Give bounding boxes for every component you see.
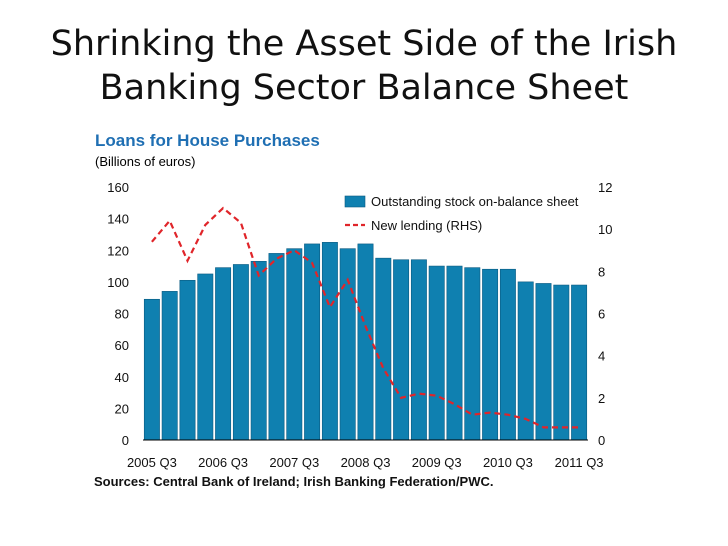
y-tick-label: 20	[115, 401, 129, 416]
bar	[482, 268, 499, 441]
y-tick-label: 40	[115, 370, 129, 385]
x-tick-label: 2007 Q3	[269, 455, 319, 470]
x-tick-label: 2010 Q3	[483, 455, 533, 470]
x-tick-label: 2006 Q3	[198, 455, 248, 470]
x-tick-label: 2005 Q3	[127, 455, 177, 470]
bar	[250, 261, 267, 441]
bar	[428, 265, 445, 441]
line-series-new-lending	[151, 206, 580, 429]
slide-title: Shrinking the Asset Side of the Irish Ba…	[20, 22, 708, 110]
bar	[517, 281, 534, 441]
chart-title: Loans for House Purchases	[95, 131, 320, 150]
y-tick-label: 100	[107, 275, 129, 290]
bar	[446, 265, 463, 441]
bar	[321, 242, 338, 441]
plot-area: 0 20 40 60 80 100 120 140 160 0 2 4 6 8 10 12 2005 Q3 200…	[107, 180, 612, 470]
bar	[357, 243, 374, 441]
bar	[268, 253, 285, 441]
x-tick-label: 2009 Q3	[412, 455, 462, 470]
bar	[339, 248, 356, 441]
y-tick-label: 0	[122, 433, 129, 448]
y2-tick-label: 12	[598, 180, 612, 195]
y2-tick-label: 6	[598, 307, 605, 322]
source-note: Sources: Central Bank of Ireland; Irish …	[94, 474, 494, 489]
slide-title-line2: Banking Sector Balance Sheet	[99, 68, 629, 108]
legend-bar-swatch	[344, 195, 366, 208]
y2-tick-label: 8	[598, 264, 605, 279]
bar	[535, 283, 552, 441]
chart-subtitle: (Billions of euros)	[95, 154, 196, 169]
slide-title-line1: Shrinking the Asset Side of the Irish	[50, 24, 678, 64]
y2-tick-label: 2	[598, 391, 605, 406]
bar	[553, 284, 570, 441]
y-tick-label: 140	[107, 212, 129, 227]
x-tick-label: 2008 Q3	[341, 455, 391, 470]
bar	[232, 264, 249, 441]
bar	[375, 257, 392, 441]
bar	[286, 248, 303, 441]
bar	[143, 298, 160, 441]
y2-tick-label: 4	[598, 349, 605, 364]
y-tick-label: 80	[115, 307, 129, 322]
y2-tick-label: 10	[598, 222, 612, 237]
y-tick-label: 120	[107, 243, 129, 258]
y2-tick-label: 0	[598, 433, 605, 448]
legend-label: Outstanding stock on-balance sheet	[371, 194, 579, 209]
bar	[571, 284, 588, 441]
legend-label: New lending (RHS)	[371, 218, 482, 233]
y-tick-label: 160	[107, 180, 129, 195]
bar	[161, 291, 178, 441]
bar	[215, 267, 232, 441]
bar	[410, 259, 427, 441]
x-tick-label: 2011 Q3	[555, 455, 604, 470]
bar	[197, 273, 214, 441]
bar	[179, 279, 196, 441]
y-tick-label: 60	[115, 338, 129, 353]
bar	[393, 259, 410, 441]
